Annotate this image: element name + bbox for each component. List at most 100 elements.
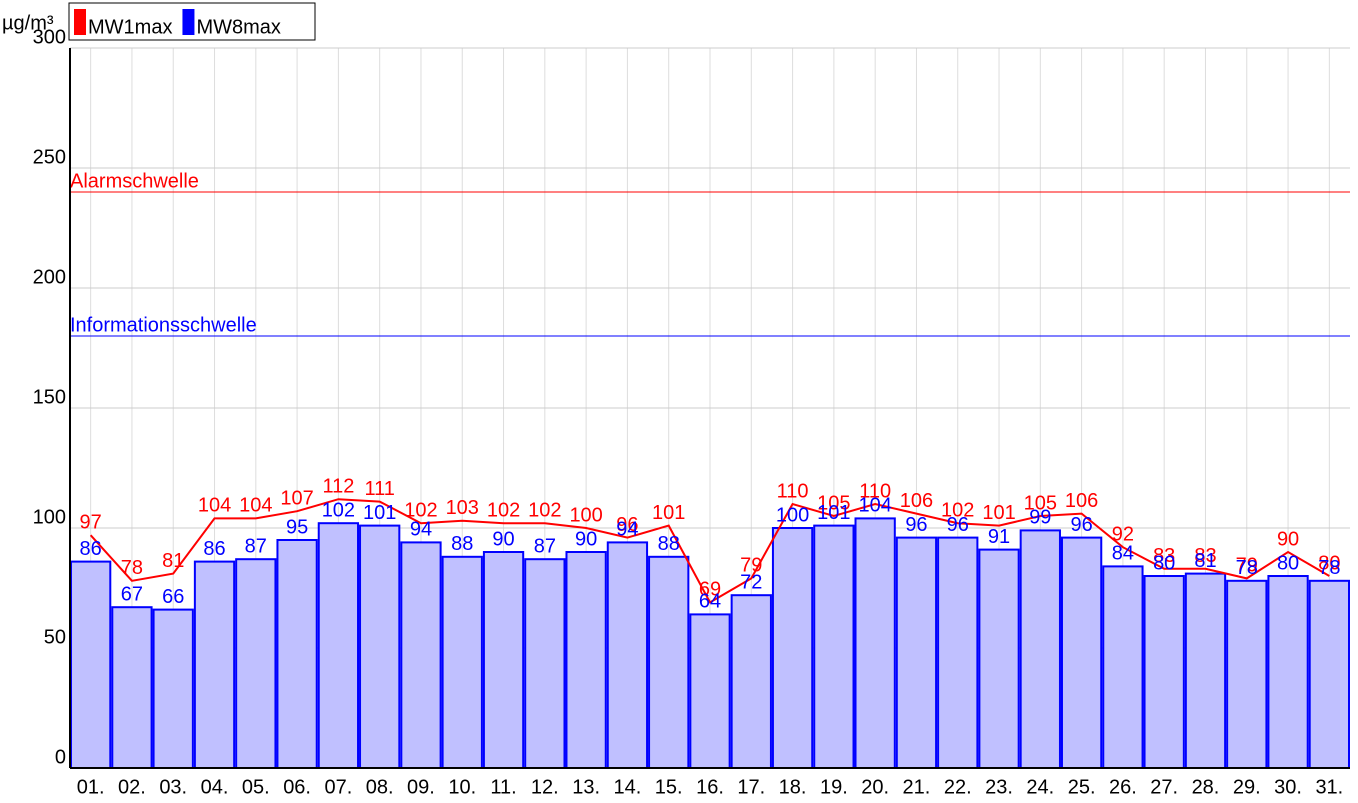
x-tick-label: 30.: [1274, 776, 1302, 798]
value-label: 88: [658, 533, 680, 555]
value-label: 78: [121, 557, 143, 579]
value-label: 112: [322, 475, 354, 497]
bar: [276, 539, 318, 769]
value-label: 72: [740, 571, 762, 593]
value-label: 105: [1024, 492, 1057, 514]
x-tick-label: 12.: [531, 776, 559, 798]
value-label: 91: [988, 526, 1010, 548]
bar: [235, 558, 277, 770]
bar: [730, 594, 772, 770]
bar: [1143, 575, 1185, 769]
bar: [1184, 572, 1227, 769]
bar: [771, 527, 814, 769]
x-tick-label: 23.: [985, 776, 1013, 798]
value-label: 104: [858, 495, 891, 517]
value-label: 111: [364, 478, 394, 500]
value-label: 88: [451, 533, 473, 555]
legend-swatch: [74, 9, 86, 35]
value-label: 66: [162, 586, 184, 608]
x-tick-label: 22.: [944, 776, 972, 798]
value-label: 102: [941, 499, 974, 521]
value-label: 67: [121, 583, 143, 605]
value-label: 106: [900, 490, 933, 512]
bar: [193, 560, 236, 769]
value-label: 69: [699, 579, 721, 601]
x-tick-label: 14.: [614, 776, 642, 798]
bar: [1019, 529, 1061, 770]
value-label: 78: [1236, 557, 1258, 579]
value-label: 107: [280, 487, 313, 509]
value-label: 94: [410, 519, 432, 541]
bar: [524, 558, 566, 770]
x-tick-label: 10.: [448, 776, 476, 798]
x-tick-label: 07.: [324, 776, 352, 798]
value-label: 102: [528, 499, 561, 521]
value-label: 83: [1194, 545, 1216, 567]
x-tick-label: 16.: [696, 776, 724, 798]
value-label: 110: [777, 480, 809, 502]
bar: [813, 524, 855, 769]
value-label: 104: [198, 495, 231, 517]
legend-swatch: [182, 9, 195, 35]
bar: [565, 551, 607, 769]
bar: [895, 536, 938, 769]
value-label: 78: [1318, 557, 1340, 579]
bar: [359, 524, 401, 769]
bar: [854, 517, 896, 770]
value-label: 102: [322, 499, 355, 521]
x-tick-label: 21.: [903, 776, 931, 798]
bar: [70, 560, 112, 769]
value-label: 101: [817, 502, 850, 524]
value-label: 100: [776, 504, 809, 526]
y-axis-label: µg/m³: [2, 12, 54, 34]
value-label: 80: [1277, 552, 1299, 574]
y-tick-label: 50: [44, 626, 66, 648]
bar: [1226, 579, 1268, 769]
y-tick-label: 150: [33, 386, 66, 408]
x-tick-label: 26.: [1109, 776, 1137, 798]
x-tick-label: 02.: [118, 776, 146, 798]
y-tick-label: 100: [33, 506, 66, 528]
value-label: 110: [859, 480, 891, 502]
y-tick-label: 300: [33, 26, 66, 48]
threshold-label: Alarmschwelle: [70, 170, 199, 192]
x-tick-label: 13.: [572, 776, 600, 798]
x-tick-label: 24.: [1026, 776, 1054, 798]
x-tick-label: 19.: [820, 776, 848, 798]
bar: [317, 522, 360, 770]
value-label: 79: [740, 555, 762, 577]
value-label: 81: [162, 550, 184, 572]
value-label: 101: [652, 502, 685, 524]
value-label: 96: [1070, 514, 1092, 536]
value-label: 79: [1236, 555, 1258, 577]
value-label: 96: [616, 514, 638, 536]
y-tick-label: 250: [33, 146, 66, 168]
value-label: 80: [1318, 552, 1340, 574]
value-label: 84: [1112, 543, 1134, 565]
bar: [606, 541, 649, 770]
value-label: 90: [492, 528, 514, 550]
value-label: 92: [1112, 523, 1134, 545]
x-tick-label: 08.: [366, 776, 394, 798]
bar: [441, 555, 483, 769]
value-label: 83: [1153, 545, 1175, 567]
bar: [978, 548, 1020, 769]
value-label: 103: [446, 497, 479, 519]
value-label: 101: [363, 502, 396, 524]
value-label: 80: [1153, 552, 1175, 574]
x-tick-label: 27.: [1150, 776, 1178, 798]
value-label: 104: [239, 495, 272, 517]
value-label: 90: [575, 528, 597, 550]
x-tick-label: 04.: [201, 776, 229, 798]
value-label: 86: [203, 538, 225, 560]
bar: [111, 606, 153, 770]
value-label: 86: [80, 538, 102, 560]
value-label: 87: [245, 535, 267, 557]
value-label: 102: [404, 499, 437, 521]
bar: [689, 613, 731, 770]
x-tick-label: 01.: [77, 776, 105, 798]
value-label: 101: [982, 502, 1015, 524]
bar: [937, 536, 979, 769]
bar: [1060, 536, 1103, 769]
legend-label: MW8max: [196, 16, 280, 38]
